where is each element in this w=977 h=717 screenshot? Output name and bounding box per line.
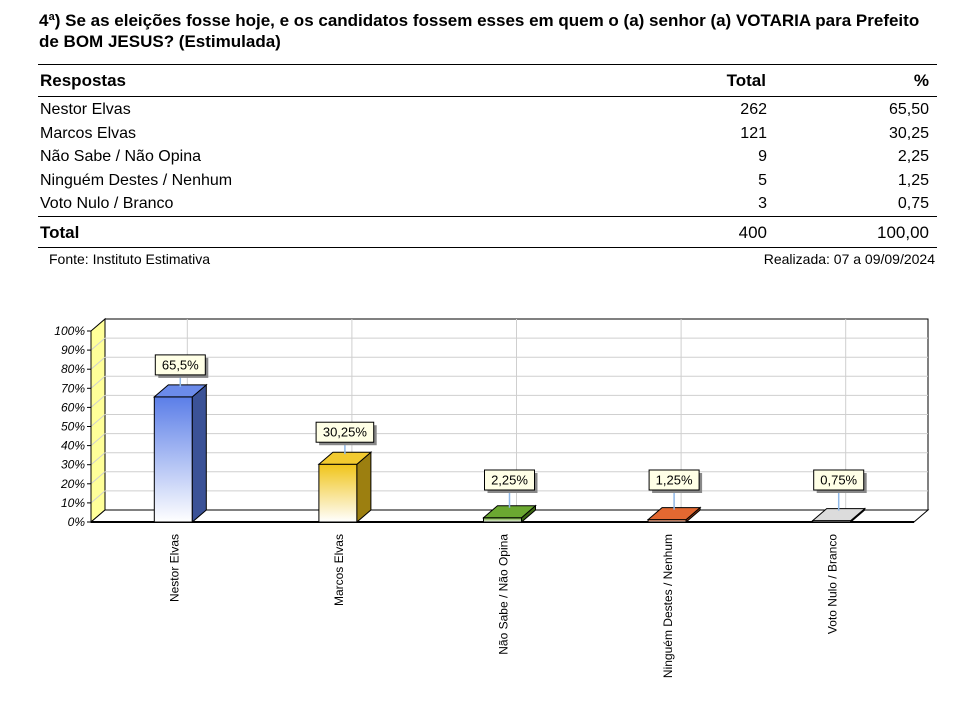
total-percent: 100,00 [877, 222, 929, 242]
row-label: Ninguém Destes / Nenhum [40, 171, 233, 189]
y-tick-label: 100% [54, 324, 85, 338]
y-tick-label: 50% [61, 420, 85, 434]
date-note: Realizada: 07 a 09/09/2024 [763, 251, 935, 267]
row-label: Marcos Elvas [40, 124, 137, 142]
y-tick-label: 70% [61, 381, 85, 395]
bar [646, 506, 702, 524]
y-tick-label: 10% [61, 496, 85, 510]
bar [482, 504, 537, 524]
row-label: Não Sabe / Não Opina [40, 148, 201, 165]
bar-side [191, 383, 207, 524]
gridline-side [90, 490, 106, 504]
gridline-side [90, 471, 106, 485]
row-total: 9 [758, 148, 767, 165]
x-tick-label: Não Sabe / Não Opina [497, 534, 511, 655]
row-label: Voto Nulo / Branco [40, 195, 174, 212]
table-row: Marcos Elvas 121 30,25 [38, 122, 937, 146]
total-count: 400 [738, 222, 767, 242]
bar-top [317, 451, 373, 465]
gridline-side [90, 375, 106, 389]
x-tick-label: Voto Nulo / Branco [826, 534, 840, 634]
source-note: Fonte: Instituto Estimativa [49, 251, 211, 267]
data-label-box [154, 354, 206, 376]
data-label: 0,75% [820, 473, 857, 488]
data-label-box [648, 469, 700, 491]
bar-top [646, 507, 702, 521]
x-tick-label: Nestor Elvas [167, 534, 181, 602]
row-total: 262 [740, 101, 767, 118]
gridline-side [90, 414, 106, 427]
question-title: 4ª) Se as eleições fosse hoje, e os cand… [39, 11, 920, 51]
bar-front [318, 463, 358, 523]
bar-front [153, 396, 193, 523]
data-label: 1,25% [656, 473, 693, 488]
data-label-box [813, 469, 865, 491]
y-tick-label: 90% [61, 343, 85, 357]
data-label-box [315, 421, 375, 443]
x-tick-label: Ninguém Destes / Nenhum [661, 534, 675, 678]
bar-front [483, 517, 522, 523]
bar-top [152, 384, 208, 398]
row-percent: 1,25 [897, 171, 929, 189]
bar [317, 451, 373, 524]
row-total: 121 [740, 124, 767, 142]
row-percent: 2,25 [897, 148, 929, 165]
table-header: Respostas Total % [38, 64, 937, 97]
y-tick-label: 40% [61, 439, 85, 453]
gridline-side [90, 337, 106, 351]
total-label: Total [40, 222, 80, 242]
data-label-box [484, 469, 535, 491]
table-row: Nestor Elvas 262 65,50 [38, 98, 937, 122]
table-row: Ninguém Destes / Nenhum 5 1,25 [38, 169, 937, 193]
y-tick-label: 80% [61, 362, 85, 376]
gridline-side [90, 395, 106, 408]
row-percent: 0,75 [897, 195, 929, 212]
data-label: 65,5% [162, 357, 199, 372]
header-total: Total [726, 71, 766, 90]
y-tick-label: 30% [61, 458, 85, 472]
results-table: Respostas Total % Nestor Elvas 262 65,50… [38, 64, 937, 248]
row-total: 5 [758, 171, 767, 189]
row-label: Nestor Elvas [40, 101, 131, 118]
x-tick-label: Marcos Elvas [332, 534, 346, 606]
bar [811, 507, 867, 524]
gridline-side [90, 452, 106, 466]
gridline-side [90, 433, 106, 446]
y-tick-label: 20% [60, 477, 85, 491]
gridline-side [90, 356, 106, 370]
y-tick-label: 0% [68, 515, 86, 529]
bar-top [811, 508, 867, 522]
bar-top [482, 505, 537, 519]
table-row: Não Sabe / Não Opina 9 2,25 [38, 145, 937, 169]
table-row: Voto Nulo / Branco 3 0,75 [38, 192, 937, 216]
header-respostas: Respostas [40, 71, 126, 90]
row-percent: 30,25 [888, 124, 929, 142]
bar [152, 383, 208, 524]
data-label: 2,25% [491, 473, 528, 488]
data-label: 30,25% [323, 425, 368, 440]
row-total: 3 [758, 195, 767, 212]
header-percent: % [913, 71, 929, 90]
row-percent: 65,50 [888, 101, 929, 118]
table-total-row: Total 400 100,00 [38, 215, 937, 248]
y-tick-label: 60% [61, 400, 85, 414]
